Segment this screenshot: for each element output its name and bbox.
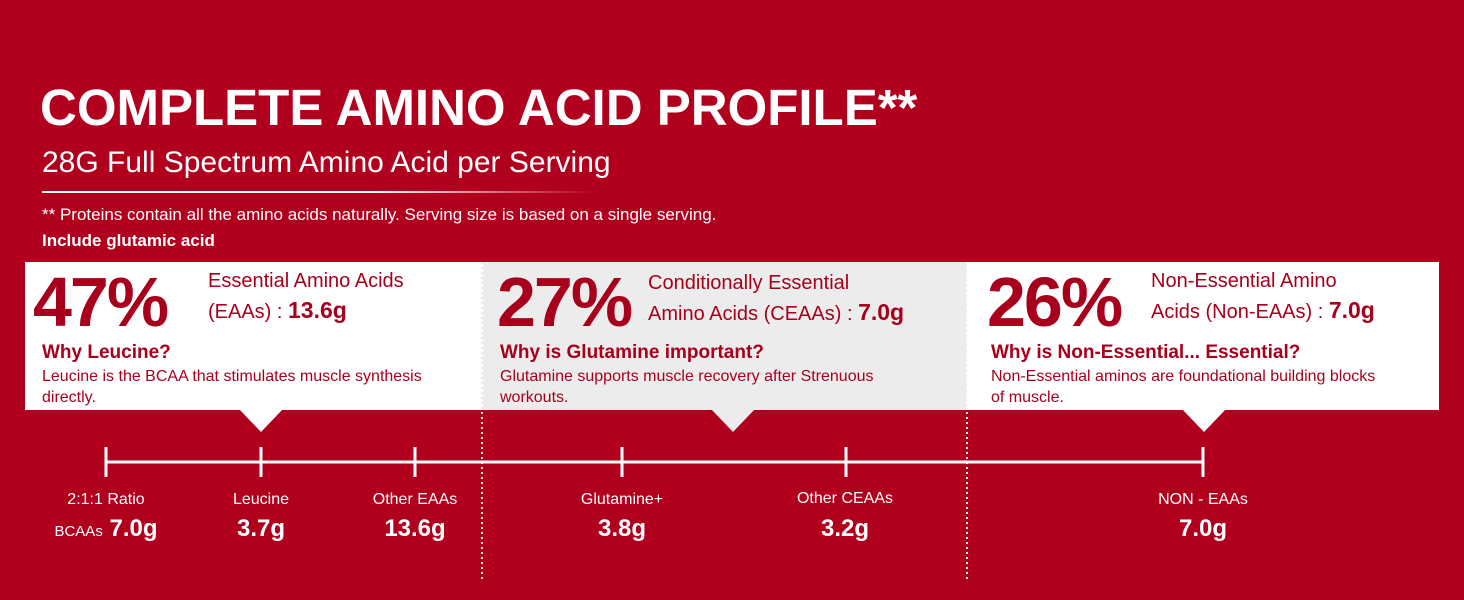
label: Amino Acids (CEAAs) : bbox=[648, 303, 853, 325]
timeline-amount: 7.0g bbox=[1178, 515, 1228, 542]
timeline-label: 2:1:1 Ratio bbox=[67, 491, 145, 508]
timeline-label: Glutamine+ bbox=[580, 491, 664, 508]
question: Why Leucine? bbox=[42, 342, 171, 363]
timeline-prefix: BCAAs bbox=[54, 523, 103, 540]
answer: Glutamine supports muscle recovery after… bbox=[500, 368, 874, 406]
percent: 27% bbox=[497, 263, 633, 341]
label: (EAAs) : 13.6g bbox=[208, 297, 347, 324]
timeline-amount: 7.0g bbox=[109, 515, 158, 542]
percent: 47% bbox=[33, 263, 169, 341]
amount: 7.0g bbox=[1328, 297, 1375, 323]
note: ** Proteins contain all the amino acids … bbox=[42, 205, 717, 224]
pointer bbox=[711, 409, 755, 432]
question: Why is Non-Essential... Essential? bbox=[991, 342, 1301, 363]
timeline-amount: 3.7g bbox=[236, 515, 286, 542]
label: Conditionally Essential bbox=[648, 272, 850, 294]
answer: Non-Essential aminos are foundational bu… bbox=[991, 368, 1376, 406]
label: Essential Amino Acids bbox=[208, 270, 404, 292]
timeline-amount: 3.2g bbox=[820, 515, 870, 542]
label: (EAAs) : bbox=[208, 301, 283, 323]
card-bg bbox=[967, 262, 1439, 410]
answer: Leucine is the BCAA that stimulates musc… bbox=[42, 368, 422, 406]
note-bold: Include glutamic acid bbox=[42, 231, 215, 250]
question: Why is Glutamine important? bbox=[500, 342, 764, 363]
timeline-label: Other EAAs bbox=[372, 491, 458, 508]
label: Amino Acids (CEAAs) : 7.0g bbox=[648, 299, 904, 326]
timeline-amount: 3.8g bbox=[597, 515, 647, 542]
timeline-label: Other CEAAs bbox=[796, 490, 894, 507]
percent: 26% bbox=[987, 263, 1123, 341]
pointer bbox=[239, 409, 283, 432]
label: Non-Essential Amino bbox=[1151, 270, 1337, 292]
label: Acids (Non-EAAs) : 7.0g bbox=[1151, 297, 1375, 324]
card-bg bbox=[25, 262, 483, 410]
timeline-label: NON - EAAs bbox=[1158, 491, 1248, 508]
divider bbox=[42, 191, 597, 193]
timeline-amount: BCAAs 7.0g bbox=[54, 515, 157, 543]
card-bg bbox=[483, 262, 967, 410]
subtitle: 28G Full Spectrum Amino Acid per Serving bbox=[42, 146, 611, 179]
timeline-amount: 13.6g bbox=[384, 515, 446, 542]
title: COMPLETE AMINO ACID PROFILE** bbox=[40, 79, 918, 136]
pointer bbox=[1182, 409, 1226, 432]
label: Acids (Non-EAAs) : bbox=[1151, 301, 1324, 323]
ticks bbox=[104, 447, 1205, 477]
amount: 13.6g bbox=[288, 297, 347, 323]
amount: 7.0g bbox=[858, 299, 905, 325]
timeline-label: Leucine bbox=[232, 491, 290, 508]
